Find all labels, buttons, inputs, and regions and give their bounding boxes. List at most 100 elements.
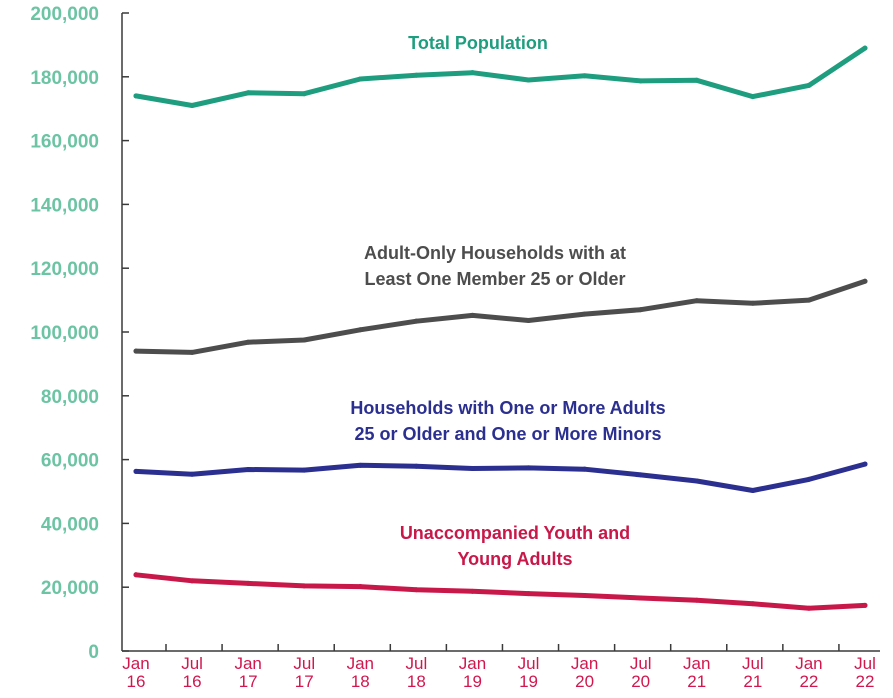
data-point	[638, 595, 644, 601]
x-tick-label: Jan	[795, 654, 822, 673]
y-tick-label: 60,000	[41, 451, 99, 472]
data-point	[582, 466, 588, 472]
series-label: Households with One or More Adults	[350, 398, 665, 418]
data-point	[189, 349, 195, 355]
data-point	[301, 583, 307, 589]
y-tick-label: 120,000	[30, 259, 99, 280]
x-tick-label: 17	[239, 672, 258, 691]
x-tick-label: 22	[799, 672, 818, 691]
data-point	[245, 339, 251, 345]
data-point	[189, 103, 195, 109]
x-tick-label: Jul	[406, 654, 428, 673]
x-tick-label: Jan	[459, 654, 486, 673]
data-point	[806, 82, 812, 88]
x-tick-label: Jan	[683, 654, 710, 673]
series-label: Young Adults	[458, 549, 573, 569]
y-tick-label: 20,000	[41, 578, 99, 599]
data-point	[245, 466, 251, 472]
x-tick-label: 20	[631, 672, 650, 691]
data-point	[526, 465, 532, 471]
data-point	[806, 297, 812, 303]
x-tick-label: 16	[183, 672, 202, 691]
data-point	[245, 580, 251, 586]
data-point	[750, 300, 756, 306]
x-tick-label: 19	[463, 672, 482, 691]
series-label: Total Population	[408, 33, 548, 53]
data-point	[245, 90, 251, 96]
data-point	[526, 77, 532, 83]
data-point	[469, 70, 475, 76]
data-point	[189, 471, 195, 477]
y-tick-label: 180,000	[30, 68, 99, 89]
data-point	[413, 587, 419, 593]
x-tick-label: Jan	[571, 654, 598, 673]
data-point	[469, 588, 475, 594]
x-tick-label: 20	[575, 672, 594, 691]
data-point	[133, 93, 139, 99]
data-point	[694, 77, 700, 83]
data-point	[413, 72, 419, 78]
data-point	[133, 468, 139, 474]
data-point	[582, 73, 588, 79]
data-point	[862, 278, 868, 284]
data-point	[526, 591, 532, 597]
x-tick-label: Jul	[518, 654, 540, 673]
y-tick-label: 160,000	[30, 132, 99, 153]
x-tick-label: 21	[687, 672, 706, 691]
series-line-3	[133, 572, 868, 611]
data-point	[357, 76, 363, 82]
series-lines	[133, 45, 868, 611]
series-line-0	[133, 45, 868, 108]
x-tick-label: Jul	[293, 654, 315, 673]
data-point	[750, 94, 756, 100]
series-line-2	[133, 461, 868, 493]
data-point	[301, 337, 307, 343]
data-point	[582, 592, 588, 598]
x-axis: Jan16Jul16Jan17Jul17Jan18Jul18Jan19Jul19…	[122, 644, 880, 691]
data-point	[469, 466, 475, 472]
series-label: Adult-Only Households with at	[364, 243, 626, 263]
y-tick-label: 140,000	[30, 195, 99, 216]
x-tick-label: 16	[127, 672, 146, 691]
x-tick-label: Jul	[742, 654, 764, 673]
x-tick-label: Jul	[854, 654, 876, 673]
y-tick-label: 100,000	[30, 323, 99, 344]
y-tick-label: 0	[88, 642, 99, 663]
data-point	[638, 78, 644, 84]
data-point	[694, 597, 700, 603]
data-point	[750, 601, 756, 607]
y-tick-label: 200,000	[30, 4, 99, 25]
data-point	[638, 472, 644, 478]
x-tick-label: 19	[519, 672, 538, 691]
x-tick-label: 18	[407, 672, 426, 691]
x-tick-label: Jan	[122, 654, 149, 673]
data-point	[806, 605, 812, 611]
y-tick-label: 80,000	[41, 387, 99, 408]
data-point	[133, 572, 139, 578]
data-point	[189, 578, 195, 584]
data-point	[301, 91, 307, 97]
series-label: Least One Member 25 or Older	[364, 269, 625, 289]
data-point	[526, 318, 532, 324]
y-axis: 0 20,000 40,000 60,000 80,000 100,000 120,000 1…	[30, 4, 129, 663]
data-point	[357, 584, 363, 590]
data-point	[413, 318, 419, 324]
x-tick-label: Jul	[181, 654, 203, 673]
data-point	[582, 311, 588, 317]
y-tick-label: 40,000	[41, 514, 99, 535]
data-point	[638, 307, 644, 313]
x-tick-label: Jul	[630, 654, 652, 673]
data-point	[750, 488, 756, 494]
x-tick-label: 22	[856, 672, 875, 691]
data-point	[357, 327, 363, 333]
x-tick-label: Jan	[234, 654, 261, 673]
data-point	[133, 348, 139, 354]
series-line-1	[133, 278, 868, 355]
data-point	[694, 478, 700, 484]
data-point	[413, 463, 419, 469]
x-tick-label: Jan	[347, 654, 374, 673]
data-point	[694, 298, 700, 304]
series-label: Unaccompanied Youth and	[400, 523, 630, 543]
data-point	[301, 467, 307, 473]
